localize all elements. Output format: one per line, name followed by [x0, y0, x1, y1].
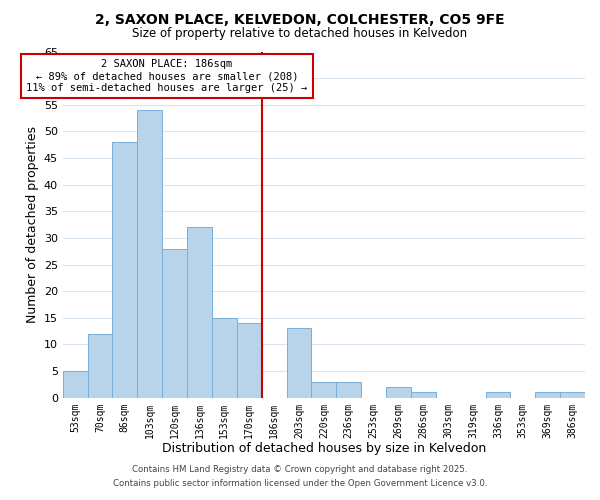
Text: Size of property relative to detached houses in Kelvedon: Size of property relative to detached ho… — [133, 28, 467, 40]
X-axis label: Distribution of detached houses by size in Kelvedon: Distribution of detached houses by size … — [161, 442, 486, 455]
Bar — [411, 392, 436, 398]
Bar — [485, 392, 511, 398]
Bar — [212, 318, 237, 398]
Text: 2 SAXON PLACE: 186sqm
← 89% of detached houses are smaller (208)
11% of semi-det: 2 SAXON PLACE: 186sqm ← 89% of detached … — [26, 60, 308, 92]
Text: 2, SAXON PLACE, KELVEDON, COLCHESTER, CO5 9FE: 2, SAXON PLACE, KELVEDON, COLCHESTER, CO… — [95, 12, 505, 26]
Bar — [187, 228, 212, 398]
Bar — [336, 382, 361, 398]
Bar — [162, 248, 187, 398]
Bar — [560, 392, 585, 398]
Text: Contains HM Land Registry data © Crown copyright and database right 2025.
Contai: Contains HM Land Registry data © Crown c… — [113, 466, 487, 487]
Bar — [88, 334, 112, 398]
Bar — [287, 328, 311, 398]
Bar — [311, 382, 336, 398]
Bar — [386, 387, 411, 398]
Bar — [237, 323, 262, 398]
Bar — [137, 110, 162, 398]
Bar — [112, 142, 137, 398]
Bar — [62, 371, 88, 398]
Bar — [535, 392, 560, 398]
Y-axis label: Number of detached properties: Number of detached properties — [26, 126, 40, 323]
